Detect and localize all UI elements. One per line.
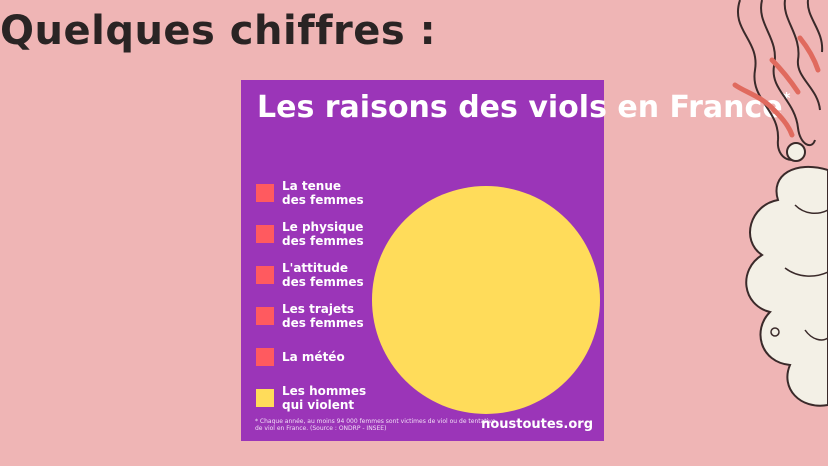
legend-label: La tenue des femmes: [282, 179, 364, 207]
source-site: noustoutes.org: [481, 417, 593, 432]
legend-item: Le physique des femmes: [256, 219, 381, 249]
legend-item: L'attitude des femmes: [256, 260, 381, 290]
legend-swatch: [256, 266, 274, 284]
legend-item: La météo: [256, 342, 381, 372]
chart-title: Les raisons des viols en France*: [257, 89, 790, 130]
legend-swatch: [256, 307, 274, 325]
pie-chart: [372, 186, 600, 414]
legend-item: Les hommes qui violent: [256, 383, 381, 413]
legend-label: Les hommes qui violent: [282, 384, 367, 412]
pie-slice: [372, 186, 600, 414]
legend-label: Les trajets des femmes: [282, 302, 364, 330]
legend-label: Le physique des femmes: [282, 220, 364, 248]
legend-label: La météo: [282, 350, 345, 364]
legend-label: L'attitude des femmes: [282, 261, 364, 289]
chart-title-footnote-mark: *: [782, 89, 791, 107]
smoke-cloud-icon: [732, 0, 828, 407]
legend-swatch: [256, 184, 274, 202]
legend-item: La tenue des femmes: [256, 178, 381, 208]
infographic-card: Les raisons des viols en France* La tenu…: [241, 80, 790, 441]
legend-swatch: [256, 225, 274, 243]
legend-swatch: [256, 348, 274, 366]
slide-title: Quelques chiffres :: [0, 8, 437, 54]
legend-item: Les trajets des femmes: [256, 301, 381, 331]
chart-title-text: Les raisons des viols en France: [257, 90, 783, 125]
legend-swatch: [256, 389, 274, 407]
chart-footnote: * Chaque année, au moins 94 000 femmes s…: [255, 418, 496, 432]
